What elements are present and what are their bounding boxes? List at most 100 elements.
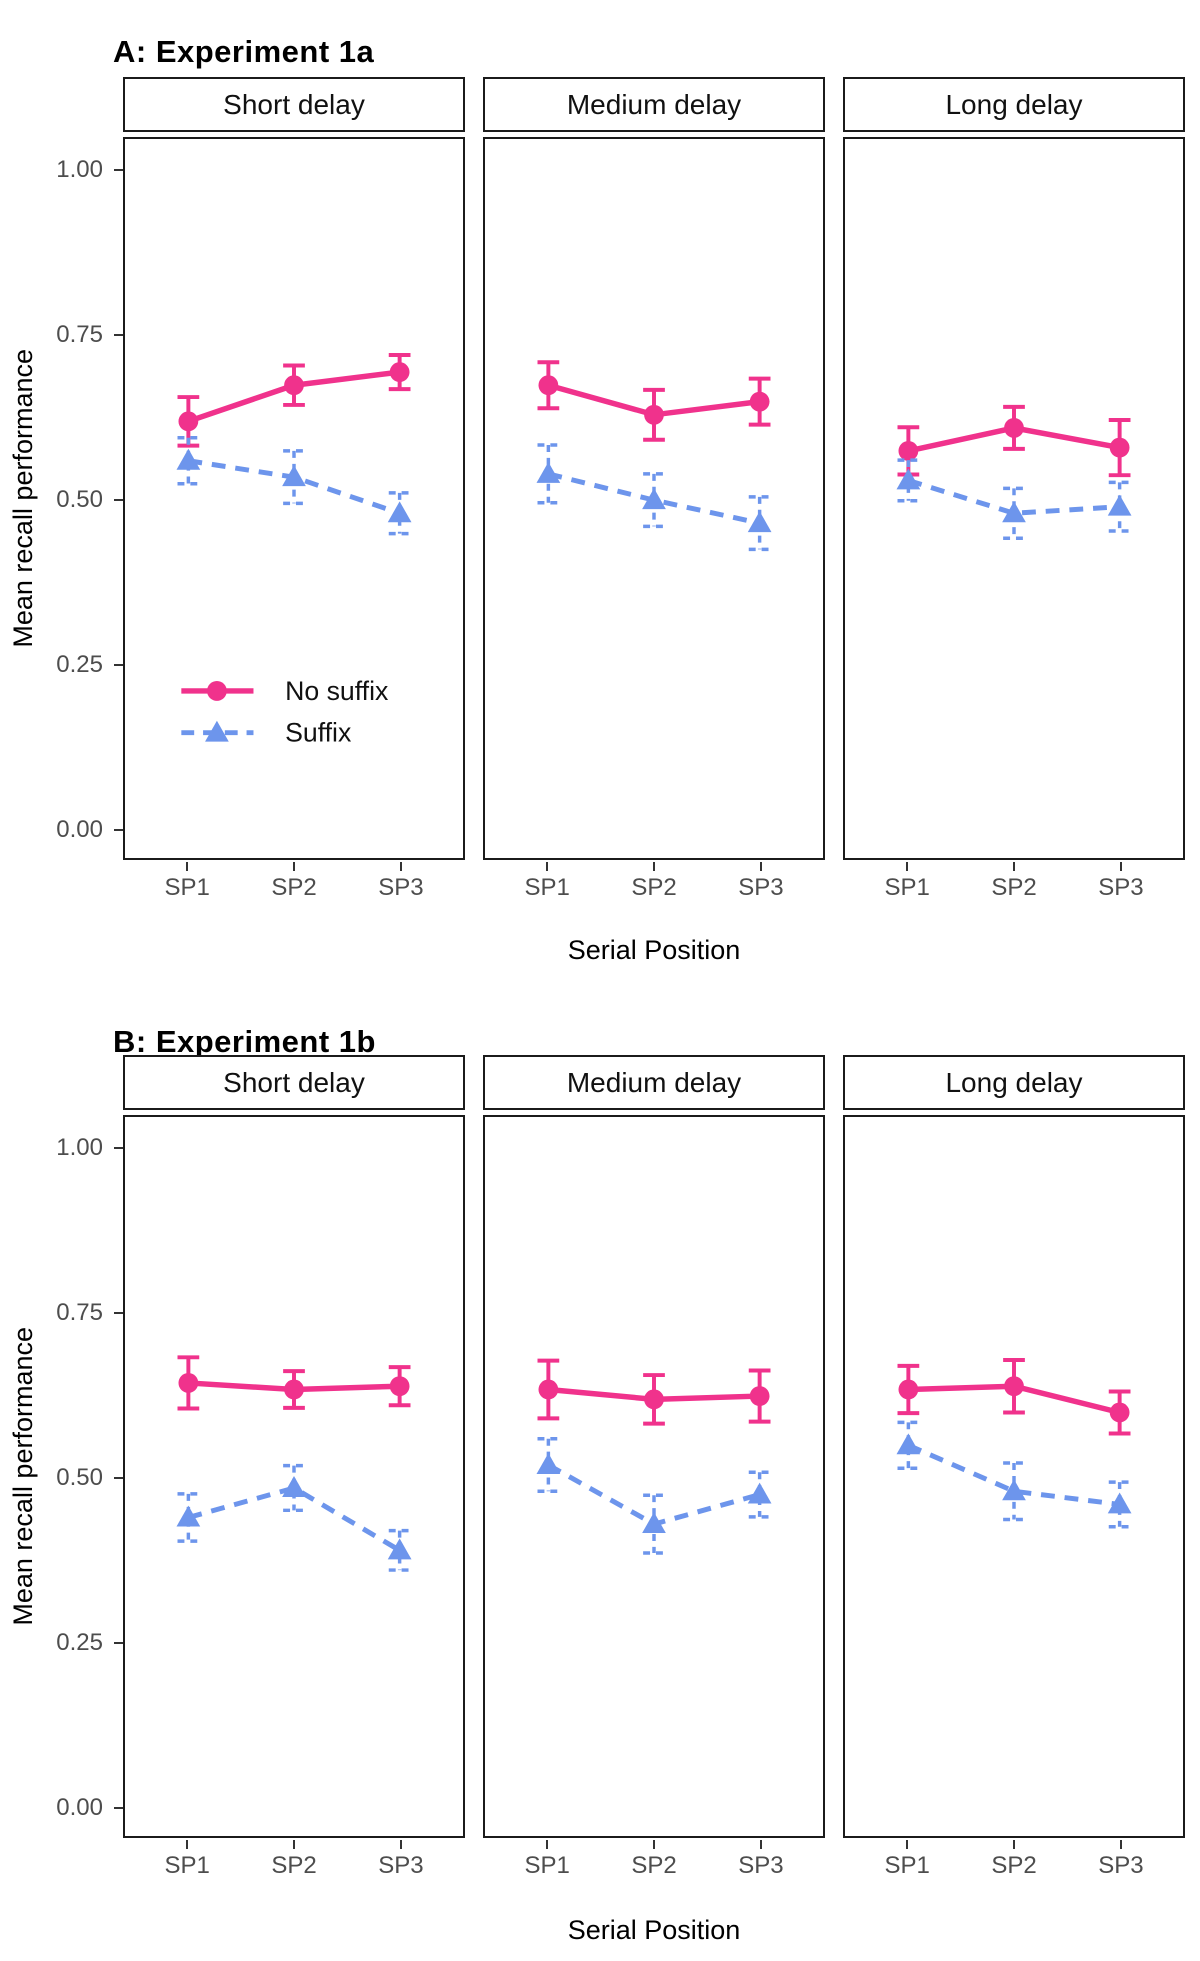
x-tick-label-sp1: SP1	[884, 1852, 930, 1879]
y-tick-label-0.75: 0.75	[56, 321, 103, 349]
x-tick-mark	[759, 1840, 762, 1849]
marker-triangle-suffix-sp2	[282, 465, 306, 487]
x-tick-mark	[1013, 862, 1015, 871]
facet-plot-short-delay	[123, 1115, 465, 1838]
y-tick-mark	[114, 499, 123, 502]
legend: No suffix Suffix	[181, 676, 389, 748]
facet-header-long-delay: Long delay	[843, 77, 1185, 132]
panel-experiment-1a: A: Experiment 1a Mean recall performance…	[0, 0, 1200, 978]
x-tick-label-sp3: SP3	[1098, 1852, 1144, 1879]
error-bar-suffix-sp1	[897, 1420, 920, 1471]
marker-triangle-suffix-sp3	[747, 511, 772, 533]
marker-circle-no-suffix-sp3	[1109, 437, 1130, 458]
x-tick-mark	[399, 1840, 402, 1849]
x-tick-label-sp2: SP2	[991, 874, 1037, 901]
panel-experiment-1b: B: Experiment 1b Mean recall performance…	[0, 980, 1200, 1961]
x-ticks-long-delay: SP1 SP2 SP3	[843, 1840, 1185, 1886]
x-tick-label-sp1: SP1	[524, 874, 570, 901]
x-tick-mark	[906, 862, 909, 871]
error-bar-suffix-sp2	[283, 1463, 305, 1513]
x-tick-mark	[186, 1840, 189, 1849]
marker-triangle-suffix-sp2	[282, 1476, 306, 1497]
series-suffix	[896, 458, 1132, 540]
line-suffix	[907, 478, 1120, 516]
y-axis: 1.00 0.75 0.50 0.25 0.00	[0, 1115, 123, 1838]
x-tick-mark	[293, 862, 295, 871]
x-tick-label-sp2: SP2	[271, 874, 317, 901]
series-suffix	[536, 443, 772, 552]
x-tick-label-sp3: SP3	[738, 874, 784, 901]
x-tick-label-sp1: SP1	[164, 874, 210, 901]
facet-plot-medium-delay	[483, 137, 825, 860]
x-tick-label-sp1: SP1	[164, 1852, 210, 1879]
error-bar-suffix-sp1	[177, 1492, 200, 1543]
svg-text:No suffix: No suffix	[285, 676, 389, 706]
marker-circle-no-suffix-sp3	[389, 1376, 410, 1397]
x-tick-mark	[906, 1840, 909, 1849]
svg-text:Suffix: Suffix	[285, 718, 352, 748]
panel-a-title: A: Experiment 1a	[113, 33, 375, 69]
x-ticks-short-delay: SP1 SP2 SP3	[123, 1840, 465, 1886]
x-tick-mark	[1119, 1840, 1122, 1849]
facet-header-row: Short delay Medium delay Long delay	[123, 1055, 1185, 1110]
marker-circle-no-suffix-sp1	[538, 375, 559, 396]
marker-triangle-suffix-sp1	[896, 1433, 921, 1455]
y-tick-mark	[114, 334, 123, 337]
x-axis-row: SP1 SP2 SP3 SP1 SP2 SP3 SP1 SP2 SP3	[123, 1840, 1185, 1886]
marker-triangle-suffix-sp1	[536, 1453, 561, 1474]
facet-plot-long-delay	[843, 1115, 1185, 1838]
y-tick-mark	[114, 1477, 123, 1480]
marker-triangle-suffix-sp2	[642, 1512, 666, 1534]
facet-header-row: Short delay Medium delay Long delay	[123, 77, 1185, 132]
marker-triangle-suffix-sp3	[747, 1482, 772, 1504]
marker-circle-no-suffix-sp3	[1109, 1402, 1130, 1423]
x-tick-mark	[186, 862, 189, 871]
x-tick-label-sp2: SP2	[991, 1852, 1037, 1879]
facet-plot-short-delay: No suffix Suffix	[123, 137, 465, 860]
x-tick-label-sp1: SP1	[884, 874, 930, 901]
x-tick-label-sp3: SP3	[1098, 874, 1144, 901]
error-bar-suffix-sp3	[1108, 480, 1131, 533]
series-suffix	[536, 1437, 772, 1555]
facet-header-long-delay: Long delay	[843, 1055, 1185, 1110]
y-tick-label-0.25: 0.25	[56, 651, 103, 679]
x-axis-label: Serial Position	[567, 935, 741, 965]
x-ticks-short-delay: SP1 SP2 SP3	[123, 862, 465, 908]
series-no-suffix	[177, 1355, 411, 1411]
facet-plot-medium-delay	[483, 1115, 825, 1838]
marker-triangle-suffix-sp1	[176, 448, 201, 470]
y-tick-label-1.00: 1.00	[56, 156, 103, 183]
marker-circle-no-suffix-sp3	[389, 362, 410, 383]
error-bar-suffix-sp3	[1108, 1480, 1131, 1529]
x-tick-mark	[759, 862, 762, 871]
y-tick-label-0.00: 0.00	[56, 816, 103, 844]
marker-circle-no-suffix-sp1	[898, 440, 919, 461]
series-no-suffix	[897, 1357, 1131, 1436]
marker-circle-no-suffix-sp1	[898, 1379, 919, 1400]
legend-item-no-suffix: No suffix	[181, 676, 389, 706]
marker-triangle-suffix-sp1	[536, 461, 561, 483]
y-tick-mark	[114, 664, 123, 667]
marker-triangle-suffix-sp2	[1002, 501, 1026, 523]
error-bar-suffix-sp2	[1003, 486, 1025, 540]
x-tick-label-sp3: SP3	[378, 1852, 424, 1879]
facet-plot-row	[123, 1115, 1185, 1838]
x-axis-label: Serial Position	[567, 1915, 741, 1945]
error-bar-suffix-sp3	[748, 1470, 771, 1519]
marker-triangle-suffix-sp3	[387, 1538, 412, 1560]
x-tick-label-sp2: SP2	[631, 1852, 677, 1879]
marker-circle-no-suffix-sp2	[284, 375, 304, 396]
y-tick-mark	[114, 1642, 123, 1645]
x-tick-mark	[653, 1840, 655, 1849]
y-tick-label-0.50: 0.50	[56, 1464, 103, 1492]
marker-triangle-suffix-sp2	[1002, 1479, 1026, 1501]
marker-triangle-suffix-sp1	[176, 1505, 201, 1527]
series-suffix	[896, 1420, 1132, 1529]
x-tick-mark	[1119, 862, 1122, 871]
series-no-suffix	[897, 404, 1131, 478]
line-suffix	[187, 1485, 401, 1553]
legend-item-suffix: Suffix	[181, 718, 352, 748]
error-bar-suffix-sp1	[897, 458, 920, 503]
y-tick-mark	[114, 1312, 123, 1315]
